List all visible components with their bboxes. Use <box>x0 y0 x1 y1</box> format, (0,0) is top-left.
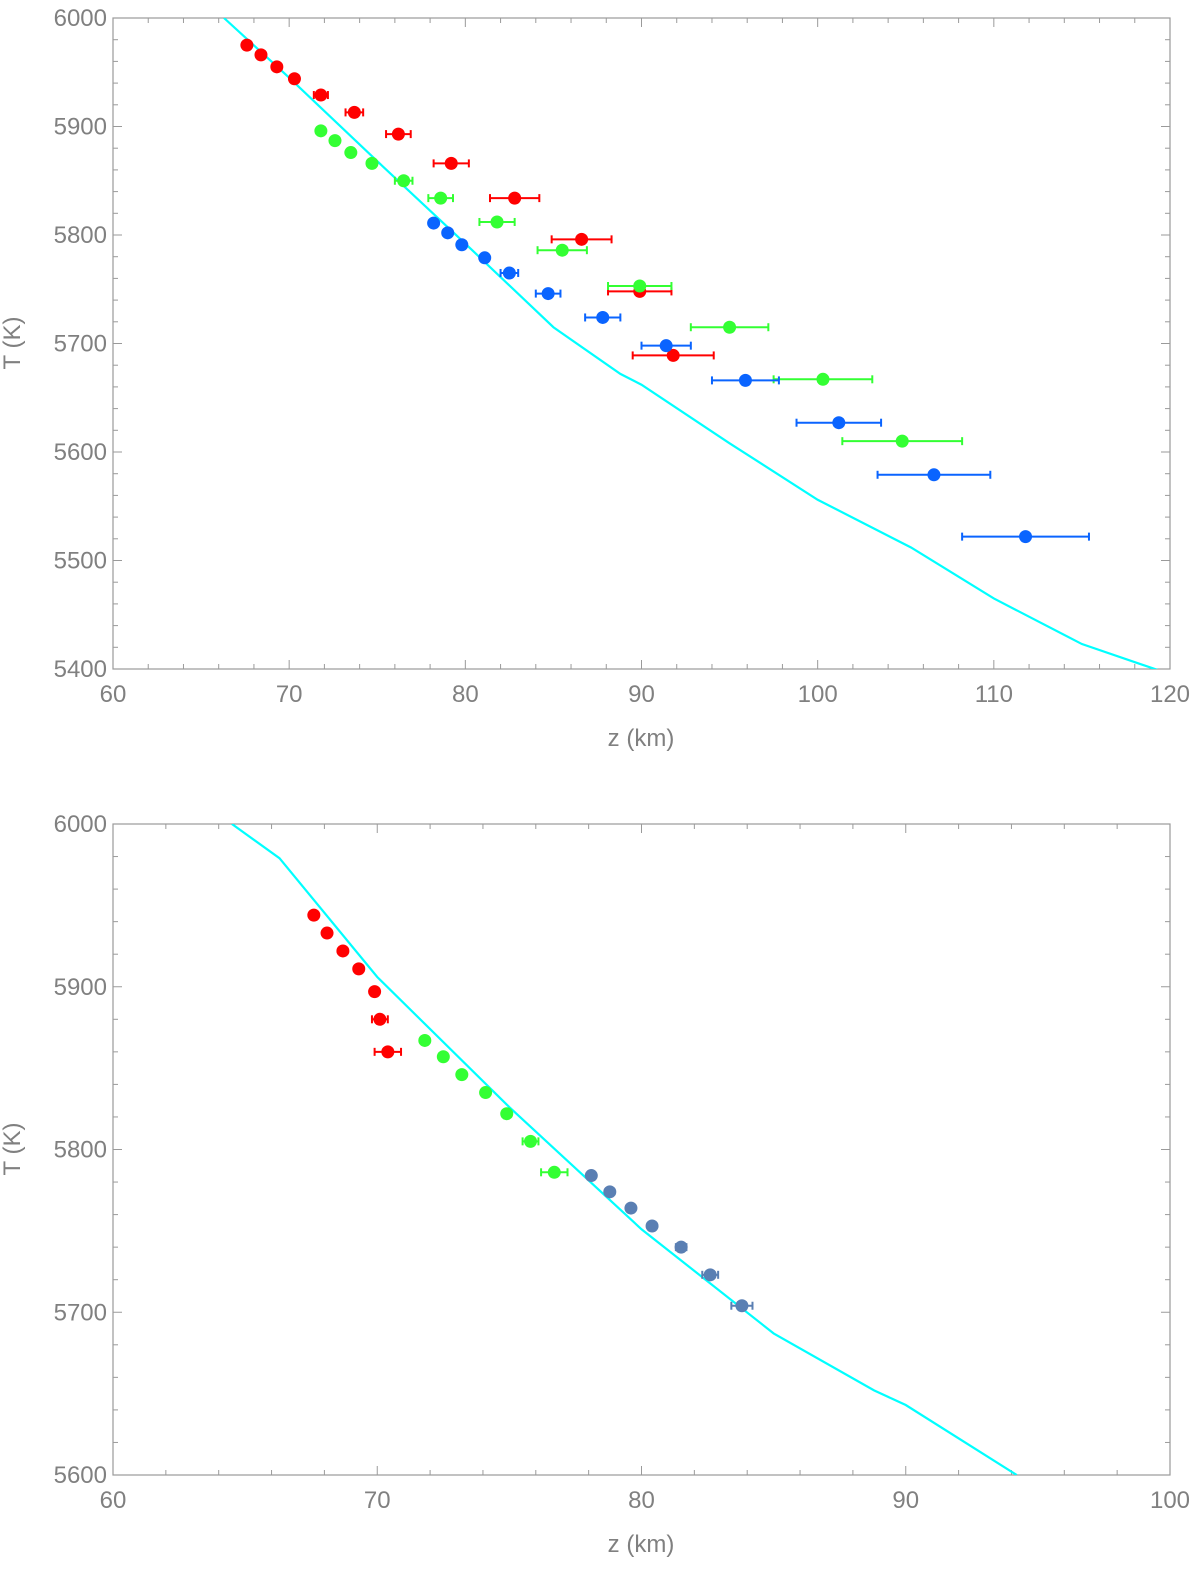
data-point-blue <box>735 1299 749 1313</box>
data-point-red <box>347 105 361 119</box>
y-tick-label: 5800 <box>54 1137 107 1164</box>
x-tick-label: 70 <box>276 681 303 708</box>
data-point-green <box>816 372 830 386</box>
data-point-blue <box>455 238 469 252</box>
data-point-blue <box>659 339 673 353</box>
data-point-blue <box>427 216 441 230</box>
data-point-green <box>314 124 328 138</box>
model-curve <box>231 824 1018 1475</box>
data-point-red <box>444 156 458 170</box>
data-point-blue <box>478 251 492 265</box>
data-point-green <box>723 320 737 334</box>
data-point-green <box>500 1107 514 1121</box>
data-point-red <box>287 72 301 86</box>
y-tick-label: 5700 <box>54 1299 107 1326</box>
data-point-blue <box>674 1240 688 1254</box>
data-point-red <box>381 1045 395 1059</box>
plot-frame <box>112 823 1171 1476</box>
data-point-green <box>397 174 411 188</box>
data-point-blue <box>603 1185 617 1199</box>
y-tick-label: 5600 <box>54 439 107 466</box>
y-tick-label: 6000 <box>54 811 107 838</box>
data-point-blue <box>738 373 752 387</box>
x-tick-label: 80 <box>452 681 479 708</box>
x-tick-label: 120 <box>1150 681 1190 708</box>
data-point-blue <box>927 468 941 482</box>
data-point-blue <box>596 310 610 324</box>
data-point-green <box>524 1134 538 1148</box>
data-point-blue <box>441 226 455 240</box>
data-point-red <box>314 88 328 102</box>
data-point-blue <box>832 416 846 430</box>
model-curve <box>223 18 1159 669</box>
x-tick-label: 100 <box>798 681 838 708</box>
model-line <box>223 18 1159 669</box>
data-point-red <box>575 232 589 246</box>
axis-ticks: 60 70 80 90 100 110 120 5400 5500 5600 5700 5800 590… <box>54 5 1190 708</box>
y-tick-label: 5600 <box>54 1462 107 1489</box>
data-point-red <box>270 60 284 74</box>
data-point-red <box>307 908 321 922</box>
y-tick-label: 5500 <box>54 548 107 575</box>
chart-panel-bottom: 60 70 80 90 100 5600 5700 5800 5900 6000 z (km) T… <box>0 811 1190 1558</box>
x-tick-label: 60 <box>100 681 127 708</box>
x-tick-label: 80 <box>628 1487 655 1514</box>
data-points <box>240 38 1090 544</box>
chart-panel-top: 60 70 80 90 100 110 120 5400 5500 5600 5700 5800 590… <box>0 5 1190 752</box>
data-point-green <box>547 1165 561 1179</box>
x-tick-label: 60 <box>100 1487 127 1514</box>
x-tick-label: 70 <box>364 1487 391 1514</box>
data-point-red <box>320 926 334 940</box>
data-point-blue <box>584 1169 598 1183</box>
data-point-green <box>895 434 909 448</box>
data-point-blue <box>703 1268 717 1282</box>
data-point-blue <box>502 266 516 280</box>
data-point-blue <box>645 1219 659 1233</box>
y-tick-label: 5900 <box>54 974 107 1001</box>
y-tick-label: 6000 <box>54 5 107 32</box>
data-point-green <box>418 1033 432 1047</box>
y-tick-label: 5700 <box>54 331 107 358</box>
data-point-green <box>436 1050 450 1064</box>
data-point-green <box>479 1086 493 1100</box>
axis-ticks: 60 70 80 90 100 5600 5700 5800 5900 6000 <box>54 811 1190 1514</box>
y-tick-label: 5800 <box>54 222 107 249</box>
x-tick-label: 110 <box>975 681 1013 708</box>
y-axis-label: T (K) <box>0 317 26 370</box>
data-point-red <box>240 38 254 52</box>
x-tick-label: 90 <box>892 1487 919 1514</box>
data-point-green <box>555 243 569 257</box>
y-tick-label: 5400 <box>54 656 107 683</box>
x-tick-label: 100 <box>1150 1487 1190 1514</box>
data-point-red <box>373 1012 387 1026</box>
data-point-blue <box>541 287 555 301</box>
data-point-green <box>434 191 448 205</box>
data-point-red <box>391 127 405 141</box>
data-point-red <box>336 944 350 958</box>
data-point-red <box>254 48 268 62</box>
data-point-red <box>352 962 366 976</box>
data-point-green <box>633 279 647 293</box>
data-point-green <box>328 134 342 148</box>
data-point-red <box>666 348 680 362</box>
data-point-red <box>368 985 382 999</box>
data-point-green <box>344 146 358 160</box>
data-points <box>307 908 754 1313</box>
x-axis-label: z (km) <box>608 725 675 752</box>
data-point-blue <box>624 1201 638 1215</box>
data-point-green <box>455 1068 469 1082</box>
data-point-green <box>365 156 379 170</box>
data-point-red <box>508 191 522 205</box>
y-tick-label: 5900 <box>54 114 107 141</box>
data-point-green <box>490 215 504 229</box>
data-point-blue <box>1019 530 1033 544</box>
model-line <box>231 824 1018 1475</box>
x-axis-label: z (km) <box>608 1531 675 1558</box>
x-tick-label: 90 <box>628 681 655 708</box>
y-axis-label: T (K) <box>0 1123 26 1176</box>
